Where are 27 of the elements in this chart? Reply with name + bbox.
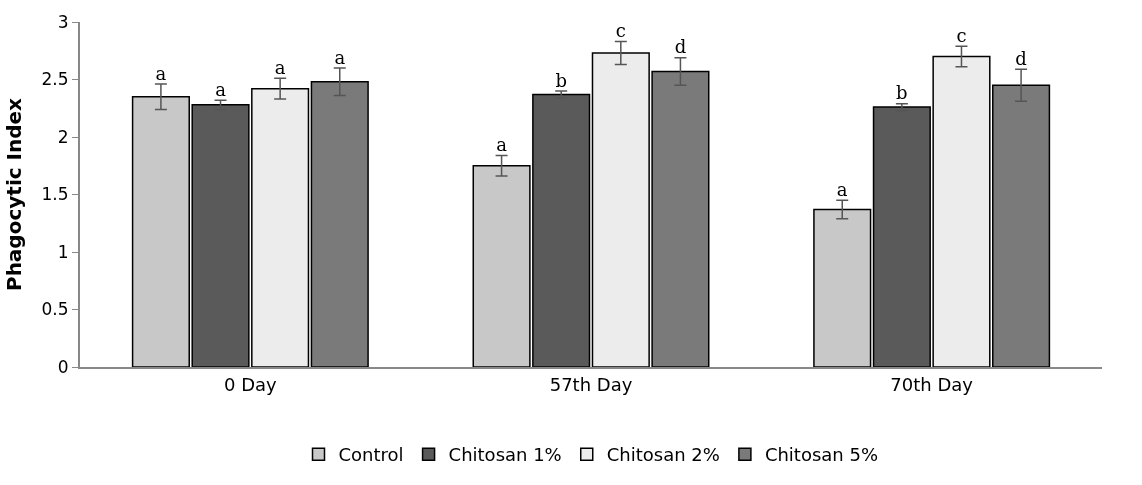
x-tick-label: 57th Day: [549, 373, 633, 395]
x-tick-label: 0 Day: [223, 373, 278, 395]
data-label: a: [215, 78, 227, 100]
data-label: d: [1015, 47, 1027, 69]
data-label: b: [555, 69, 567, 91]
data-label: a: [836, 178, 848, 200]
y-tick-label: 0: [57, 356, 69, 377]
data-label: c: [956, 24, 967, 46]
y-tick-label: 2: [57, 126, 69, 147]
data-label: d: [674, 36, 687, 58]
legend-label: Chitosan 1%: [448, 444, 562, 466]
y-tick-label: 0.5: [41, 299, 69, 320]
y-tick-label: 1.5: [41, 184, 69, 205]
x-tick-label: 70th Day: [890, 373, 974, 395]
legend-label: Chitosan 2%: [606, 444, 720, 466]
data-label: a: [334, 46, 346, 68]
data-label: a: [496, 133, 508, 155]
data-label: b: [896, 82, 908, 104]
data-label: a: [155, 62, 167, 84]
y-tick-label: 3: [57, 11, 69, 32]
y-tick-label: 2.5: [41, 69, 69, 90]
legend-label: Control: [338, 444, 404, 466]
y-axis-title: Phagocytic Index: [1, 97, 26, 292]
data-label: c: [615, 20, 626, 42]
legend-label: Chitosan 5%: [764, 444, 879, 466]
y-tick-label: 1: [57, 241, 69, 262]
data-label: a: [274, 56, 286, 78]
